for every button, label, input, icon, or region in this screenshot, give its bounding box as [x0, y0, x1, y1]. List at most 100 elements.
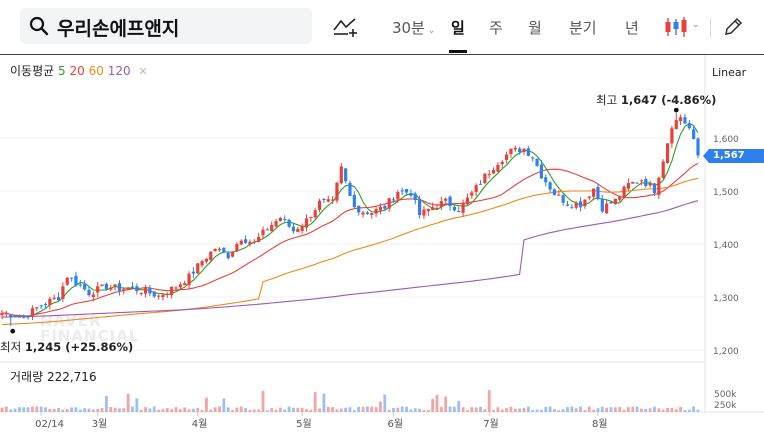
- candle-body: [30, 308, 35, 317]
- volume-bar: [139, 409, 143, 412]
- volume-bar: [487, 390, 491, 412]
- candle-body: [474, 185, 478, 192]
- candle-body: [96, 286, 100, 293]
- volume-bar: [357, 406, 361, 412]
- candlestick-chart-icon[interactable]: [664, 15, 688, 39]
- volume-bar: [196, 407, 200, 412]
- time-tick-label: 8월: [592, 418, 608, 430]
- volume-bar: [165, 408, 169, 412]
- volume-bar: [296, 407, 300, 412]
- volume-bar: [118, 408, 121, 412]
- volume-bar: [322, 393, 326, 412]
- volume-bar: [144, 407, 147, 412]
- candle-body: [418, 198, 422, 216]
- volume-bar: [483, 409, 487, 412]
- volume-bar: [192, 408, 195, 412]
- tab-year[interactable]: 년: [625, 19, 639, 37]
- price-tick-label: 1,600: [713, 135, 739, 145]
- candle-body: [213, 248, 217, 252]
- volume-bar: [466, 410, 469, 412]
- volume-bar: [513, 408, 517, 412]
- volume-bar: [679, 406, 682, 412]
- candle-body: [509, 148, 513, 155]
- candle-body: [270, 225, 274, 232]
- close-icon[interactable]: ✕: [138, 65, 148, 78]
- scale-mode-label[interactable]: Linear: [712, 66, 747, 79]
- volume-bar: [596, 408, 600, 412]
- candle-body: [505, 154, 509, 160]
- high-point-marker: [673, 107, 679, 113]
- candle-body: [274, 221, 278, 227]
- volume-bar: [78, 409, 82, 412]
- volume-bar: [239, 406, 243, 412]
- volume-bar: [453, 406, 456, 412]
- candle-body: [278, 217, 282, 222]
- time-tick-label: 6월: [388, 418, 404, 430]
- volume-bar: [431, 398, 435, 412]
- candle-body: [244, 239, 248, 243]
- volume-bar: [218, 406, 221, 412]
- tab-month[interactable]: 월: [528, 19, 542, 37]
- candle-body: [4, 313, 8, 315]
- chart-type-chevron-icon[interactable]: ⌄: [692, 20, 700, 30]
- volume-bar: [235, 407, 239, 412]
- stock-search-box[interactable]: 우리손에프앤지: [20, 8, 312, 44]
- volume-bar: [48, 408, 52, 412]
- volume-bar: [605, 407, 609, 412]
- candle-body: [26, 315, 30, 318]
- volume-bar: [283, 409, 287, 412]
- volume-bar: [248, 409, 252, 412]
- volume-bar: [91, 409, 95, 412]
- candle-body: [370, 212, 374, 215]
- time-tick-label: 02/14: [35, 419, 64, 430]
- tab-day[interactable]: 일: [451, 19, 465, 37]
- watermark-line-2: FINANCIAL: [40, 327, 140, 345]
- price-tick-label: 1,200: [713, 347, 739, 357]
- candle-body: [652, 183, 657, 194]
- volume-bar: [392, 407, 395, 412]
- candle-body: [513, 147, 517, 150]
- drawing-tool-icon[interactable]: [333, 16, 359, 38]
- candle-body: [161, 294, 165, 298]
- pencil-icon[interactable]: [723, 17, 743, 37]
- ma20-line: [1, 162, 699, 317]
- volume-bar: [566, 407, 569, 412]
- candle-body: [191, 271, 195, 274]
- candle-body: [87, 289, 91, 296]
- candle-body: [52, 297, 56, 299]
- ma20-label: 20: [69, 64, 85, 78]
- candle-body: [605, 203, 609, 214]
- price-tick-label: 1,400: [713, 241, 739, 251]
- volume-bar: [348, 407, 352, 412]
- candle-body: [631, 181, 635, 184]
- volume-bar: [109, 406, 113, 412]
- ma5-label: 5: [58, 64, 66, 78]
- volume-bar: [122, 408, 126, 412]
- volume-bar: [287, 406, 291, 412]
- tab-week[interactable]: 주: [489, 19, 503, 37]
- candle-body: [117, 283, 122, 291]
- volume-bar: [52, 408, 56, 412]
- volume-bar: [96, 409, 100, 412]
- volume-bar: [305, 409, 308, 412]
- candle-body: [374, 209, 378, 214]
- volume-bar: [222, 398, 226, 412]
- volume-bar: [600, 406, 604, 412]
- tab-quarter[interactable]: 분기: [569, 19, 597, 37]
- volume-bar: [113, 407, 117, 412]
- low-value: 1,245 (+25.86%): [24, 340, 134, 354]
- volume-bar: [65, 409, 69, 412]
- candle-body: [217, 248, 222, 251]
- volume-bar: [244, 408, 247, 412]
- candle-body: [300, 225, 304, 231]
- volume-bar: [553, 409, 556, 412]
- candle-body: [644, 179, 648, 187]
- interval-select[interactable]: 30분 ⌄: [392, 17, 435, 38]
- candle-body: [130, 286, 135, 288]
- volume-bar: [87, 408, 91, 412]
- top-toolbar: 우리손에프앤지 30분 ⌄ 일 주 월 분기 년 ⌄: [0, 0, 764, 55]
- moving-average-legend[interactable]: 이동평균 5 20 60 120 ✕: [10, 62, 148, 79]
- volume-bar: [666, 407, 669, 412]
- candle-body: [287, 219, 291, 227]
